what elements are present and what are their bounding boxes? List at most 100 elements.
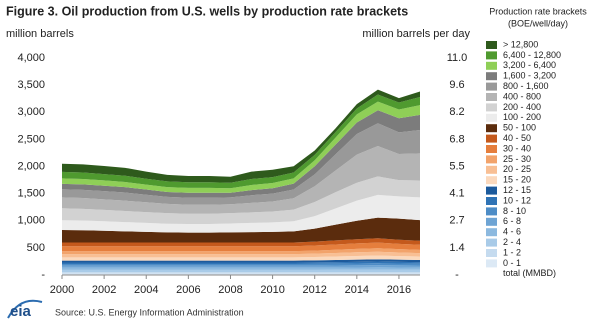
legend-swatch — [486, 72, 497, 81]
area — [62, 194, 420, 233]
y-tick-label: - — [41, 269, 45, 281]
legend-label: > 12,800 — [503, 39, 538, 49]
y-tick-label: 2,000 — [17, 160, 45, 172]
legend-title: Production rate brackets — [489, 6, 587, 16]
source: Source: U.S. Energy Information Administ… — [55, 307, 244, 317]
legend-label: 6 - 8 — [503, 216, 521, 226]
legend-label: 30 - 40 — [503, 143, 531, 153]
logo-text: eia — [10, 303, 32, 320]
legend-label: 1,600 - 3,200 — [503, 71, 556, 81]
area — [62, 217, 420, 243]
legend-swatch — [486, 103, 497, 112]
x-tick-label: 2002 — [92, 284, 116, 296]
legend-label: 10 - 12 — [503, 195, 531, 205]
legend-swatch — [486, 41, 497, 49]
legend-swatch — [486, 155, 497, 164]
legend-label: 200 - 400 — [503, 102, 541, 112]
legend-swatch — [486, 176, 497, 185]
area — [62, 101, 420, 193]
y-tick-label: 4,000 — [17, 52, 45, 64]
legend-swatch — [486, 93, 497, 101]
legend-label: 12 - 15 — [503, 185, 531, 195]
legend-swatch — [486, 145, 497, 153]
legend-swatch — [486, 207, 497, 216]
x-tick-label: 2010 — [260, 284, 284, 296]
legend-swatch — [486, 197, 497, 205]
legend-label: 100 - 200 — [503, 112, 541, 122]
area — [62, 146, 420, 214]
x-tick-label: 2006 — [176, 284, 200, 296]
legend-swatch — [486, 113, 497, 122]
legend-swatch — [486, 249, 497, 257]
area — [62, 259, 420, 263]
y2-tick-label: 5.5 — [449, 160, 464, 172]
area — [62, 261, 420, 265]
legend-label: 4 - 6 — [503, 227, 521, 237]
x-tick-label: 2014 — [345, 284, 369, 296]
x-tick-label: 2012 — [302, 284, 326, 296]
area — [62, 242, 420, 252]
x-tick-label: 2000 — [50, 284, 74, 296]
y-tick-label: 1,000 — [17, 215, 45, 227]
x-tick-label: 2016 — [387, 284, 411, 296]
area — [62, 255, 420, 261]
y-tick-label: 2,500 — [17, 133, 45, 145]
y2-tick-label: 11.0 — [447, 52, 468, 64]
y2-tick-label: 4.1 — [449, 188, 464, 200]
area — [62, 269, 420, 273]
area — [62, 251, 420, 258]
y2-axis-label: million barrels per day — [362, 28, 470, 40]
legend-swatch — [486, 82, 497, 91]
legend-subtitle: (BOE/well/day) — [508, 18, 568, 28]
legend-label: 3,200 - 6,400 — [503, 60, 556, 70]
legend-extra: total (MMBD) — [503, 268, 556, 278]
legend-label: 8 - 10 — [503, 206, 526, 216]
y2-tick-label: - — [455, 269, 459, 281]
legend-swatch — [486, 134, 497, 143]
legend-swatch — [486, 238, 497, 247]
legend-label: 15 - 20 — [503, 175, 531, 185]
legend-label: 800 - 1,600 — [503, 81, 549, 91]
area — [62, 263, 420, 266]
y2-tick-label: 6.8 — [449, 133, 464, 145]
legend-swatch — [486, 51, 497, 60]
y-tick-label: 3,500 — [17, 79, 45, 91]
x-tick-label: 2008 — [218, 284, 242, 296]
chart-title: Figure 3. Oil production from U.S. wells… — [6, 4, 408, 18]
legend-swatch — [486, 217, 497, 226]
area — [62, 267, 420, 270]
y2-tick-label: 2.7 — [449, 215, 464, 227]
legend-label: 0 - 1 — [503, 258, 521, 268]
legend-label: 25 - 30 — [503, 154, 531, 164]
y-axis-label: million barrels — [6, 28, 74, 40]
logo: eia — [7, 299, 43, 320]
legend-label: 40 - 50 — [503, 133, 531, 143]
area — [62, 248, 420, 255]
x-tick-label: 2004 — [134, 284, 158, 296]
legend-label: 400 - 800 — [503, 91, 541, 101]
y-tick-label: 1,500 — [17, 188, 45, 200]
legend-swatch — [486, 165, 497, 174]
legend-swatch — [486, 61, 497, 70]
area — [62, 94, 420, 189]
legend-swatch — [486, 228, 497, 237]
area — [62, 176, 420, 225]
legend-label: 50 - 100 — [503, 123, 536, 133]
y2-tick-label: 9.6 — [449, 79, 464, 91]
area — [62, 265, 420, 268]
area — [62, 123, 420, 205]
legend-label: 1 - 2 — [503, 247, 521, 257]
legend-swatch — [486, 186, 497, 195]
area — [62, 89, 420, 183]
y-tick-label: 500 — [27, 242, 45, 254]
area — [62, 110, 420, 198]
legend-label: 20 - 25 — [503, 164, 531, 174]
legend-swatch — [486, 124, 497, 133]
y-tick-label: 3,000 — [17, 106, 45, 118]
area — [62, 272, 420, 274]
legend-swatch — [486, 259, 497, 268]
y2-tick-label: 1.4 — [449, 242, 464, 254]
area — [62, 238, 420, 247]
legend-label: 2 - 4 — [503, 237, 521, 247]
